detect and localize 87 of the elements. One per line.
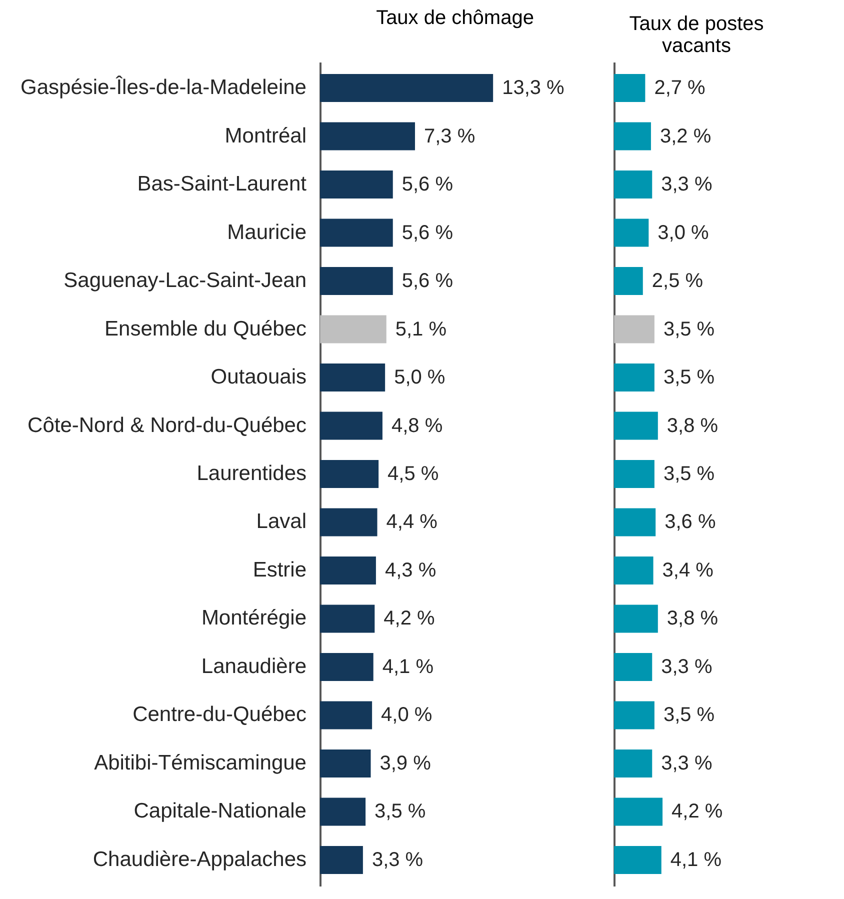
data-label: 3,8 % (666, 414, 718, 437)
bar (614, 556, 654, 584)
data-label: 4,8 % (391, 414, 443, 437)
data-label: 3,6 % (664, 511, 716, 534)
bar (614, 701, 654, 730)
bar (614, 315, 654, 344)
data-label: 3,0 % (658, 222, 710, 244)
bar (320, 412, 382, 440)
bar (320, 604, 375, 633)
bar (320, 218, 393, 247)
data-label: 3,2 % (660, 125, 712, 148)
bar (320, 701, 372, 730)
y-tick-label: Ensemble du Québec (104, 317, 306, 340)
y-tick-label: Saguenay-Lac-Saint-Jean (64, 269, 306, 292)
y-tick-label: Côte-Nord & Nord-du-Québec (28, 414, 306, 437)
bar (614, 508, 656, 536)
data-label: 3,5 % (663, 366, 715, 389)
data-label: 4,3 % (384, 559, 436, 582)
bar (614, 652, 652, 681)
data-label: 3,3 % (661, 174, 712, 196)
chart-title: Taux de postes vacants (629, 13, 764, 57)
data-label: 3,3 % (661, 656, 712, 678)
data-label: 3,5 % (663, 704, 715, 726)
bar (614, 74, 646, 102)
data-label: 5,6 % (402, 222, 454, 244)
data-label: 4,2 % (672, 800, 723, 823)
data-label: 5,0 % (394, 366, 446, 389)
bar (614, 604, 658, 633)
bar (614, 170, 652, 199)
data-label: 4,2 % (384, 608, 436, 630)
bar (320, 74, 494, 102)
data-label: 2,7 % (654, 77, 706, 100)
data-label: 3,3 % (372, 848, 424, 871)
data-label: 3,5 % (663, 318, 715, 340)
bar (320, 122, 415, 150)
bar (614, 218, 649, 247)
bar (614, 412, 658, 440)
y-tick-label: Abitibi-Témiscamingue (94, 751, 306, 774)
data-label: 4,4 % (386, 511, 438, 534)
data-label: 5,1 % (395, 318, 447, 340)
bar (614, 267, 643, 296)
bar (320, 170, 393, 199)
bar (320, 315, 386, 344)
y-tick-label: Montérégie (201, 606, 306, 630)
bar (320, 749, 371, 778)
bar (320, 556, 376, 584)
data-label: 7,3 % (424, 125, 476, 148)
bar (614, 798, 663, 826)
data-label: 3,3 % (661, 752, 712, 774)
y-tick-label: Bas-Saint-Laurent (137, 172, 307, 196)
y-tick-label: Centre-du-Québec (132, 703, 306, 726)
y-tick-label: Mauricie (227, 220, 306, 244)
data-label: 5,6 % (402, 174, 454, 196)
data-label: 3,9 % (380, 752, 432, 774)
y-tick-label: Chaudière-Appalaches (92, 848, 306, 871)
y-tick-label: Capitale-Nationale (134, 800, 306, 823)
data-label: 4,1 % (670, 848, 722, 871)
data-label: 4,5 % (388, 463, 439, 485)
data-label: 3,4 % (662, 559, 714, 582)
bar (614, 749, 652, 778)
bar (614, 122, 651, 150)
data-label: 13,3 % (502, 77, 565, 100)
bar (320, 508, 378, 536)
bar (614, 460, 654, 488)
y-tick-label: Montréal (224, 124, 306, 148)
data-label: 2,5 % (652, 270, 704, 292)
data-label: 4,0 % (381, 704, 432, 726)
bar (320, 460, 379, 488)
y-tick-label: Estrie (252, 558, 306, 582)
y-tick-label: Gaspésie-Îles-de-la-Madeleine (20, 75, 306, 100)
bar (614, 846, 662, 874)
data-label: 3,5 % (663, 463, 715, 485)
bar (320, 364, 386, 392)
y-tick-label: Laurentides (196, 462, 306, 485)
bar (320, 267, 393, 296)
data-label: 5,6 % (402, 270, 454, 292)
y-tick-label: Outaouais (210, 366, 306, 389)
chart-title: Taux de chômage (376, 7, 534, 29)
bar (320, 798, 366, 826)
data-label: 3,8 % (666, 608, 718, 630)
data-label: 3,5 % (374, 800, 426, 823)
bar (320, 652, 374, 681)
y-tick-label: Lanaudière (201, 654, 306, 678)
data-label: 4,1 % (382, 656, 434, 678)
bar (614, 364, 654, 392)
bar (320, 846, 363, 874)
y-tick-label: Laval (256, 510, 306, 534)
